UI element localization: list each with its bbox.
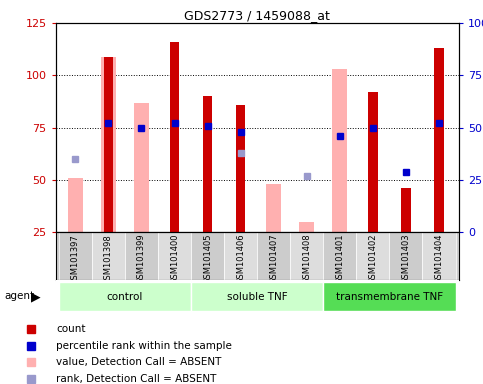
Text: soluble TNF: soluble TNF <box>227 291 287 302</box>
Text: control: control <box>107 291 143 302</box>
Text: GSM101408: GSM101408 <box>302 234 311 285</box>
Bar <box>134 103 149 232</box>
Text: value, Detection Call = ABSENT: value, Detection Call = ABSENT <box>56 358 221 367</box>
Text: rank, Detection Call = ABSENT: rank, Detection Call = ABSENT <box>56 374 216 384</box>
Text: transmembrane TNF: transmembrane TNF <box>336 291 443 302</box>
Text: ▶: ▶ <box>31 290 41 303</box>
Bar <box>257 232 290 280</box>
Bar <box>191 282 323 311</box>
Bar <box>423 232 455 280</box>
Text: agent: agent <box>5 291 35 301</box>
Text: GSM101402: GSM101402 <box>369 234 377 284</box>
Text: GSM101407: GSM101407 <box>269 234 278 285</box>
Bar <box>59 282 191 311</box>
Bar <box>266 184 281 232</box>
Text: GSM101406: GSM101406 <box>236 234 245 285</box>
Text: GSM101403: GSM101403 <box>401 234 411 285</box>
Text: GSM101397: GSM101397 <box>71 234 80 285</box>
Bar <box>59 232 92 280</box>
Bar <box>170 42 179 232</box>
Text: GSM101404: GSM101404 <box>435 234 443 284</box>
Title: GDS2773 / 1459088_at: GDS2773 / 1459088_at <box>184 9 330 22</box>
Bar <box>104 56 113 232</box>
Bar <box>158 232 191 280</box>
Bar <box>401 189 411 232</box>
Text: GSM101405: GSM101405 <box>203 234 212 284</box>
Text: GSM101399: GSM101399 <box>137 234 146 285</box>
Bar <box>332 69 347 232</box>
Bar <box>224 232 257 280</box>
Bar <box>323 282 455 311</box>
Bar <box>101 56 116 232</box>
Bar <box>356 232 389 280</box>
Text: GSM101401: GSM101401 <box>335 234 344 284</box>
Text: percentile rank within the sample: percentile rank within the sample <box>56 341 232 351</box>
Bar <box>92 232 125 280</box>
Text: GSM101400: GSM101400 <box>170 234 179 284</box>
Text: count: count <box>56 324 85 334</box>
Bar <box>203 96 212 232</box>
Bar <box>236 105 245 232</box>
Bar <box>323 232 356 280</box>
Bar <box>368 92 378 232</box>
Bar <box>389 232 423 280</box>
Bar <box>290 232 323 280</box>
Bar <box>125 232 158 280</box>
Text: GSM101398: GSM101398 <box>104 234 113 285</box>
Bar <box>299 222 314 232</box>
Bar <box>68 178 83 232</box>
Bar <box>191 232 224 280</box>
Bar <box>434 48 444 232</box>
